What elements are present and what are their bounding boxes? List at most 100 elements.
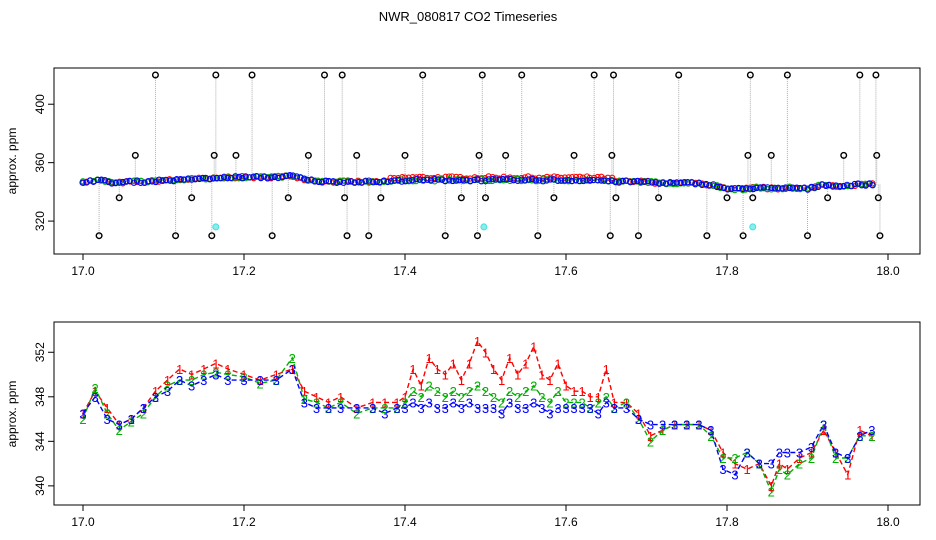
outlier-point (550, 194, 558, 202)
outlier-point (518, 71, 526, 79)
baseline-point-series-3 (703, 180, 710, 188)
outlier-point (321, 71, 329, 79)
series-point-1: 1 (808, 445, 815, 460)
baseline-point-series-3 (532, 177, 539, 184)
series-point-1: 1 (91, 384, 98, 399)
bottom-y-tick-label: 340 (33, 476, 47, 496)
series-point-3: 3 (240, 373, 247, 388)
baseline-point-series-3 (724, 186, 731, 193)
baseline-point-series-3 (209, 175, 217, 182)
series-point-3: 3 (868, 423, 875, 438)
outlier-point (365, 232, 373, 240)
baseline-point-series-3 (547, 176, 554, 183)
baseline-point-series-3 (706, 182, 713, 189)
baseline-point-series-3 (819, 181, 826, 188)
baseline-point-series-3 (779, 185, 786, 192)
baseline-point-series-3 (688, 179, 696, 186)
series-point-3: 3 (369, 401, 376, 416)
series-point-1: 1 (301, 384, 308, 399)
outlier-point (873, 151, 881, 159)
baseline-point-series-2 (398, 176, 406, 183)
series-point-3: 3 (434, 401, 441, 416)
baseline-point-series-3 (413, 175, 420, 183)
outlier-point (208, 232, 216, 240)
outlier-point (131, 151, 139, 159)
baseline-point-series-3 (145, 178, 152, 185)
baseline-point-series-3 (586, 176, 594, 184)
series-point-1: 1 (784, 462, 791, 477)
baseline-point-series-3 (336, 178, 344, 186)
series-point-2: 2 (695, 418, 702, 433)
outlier-point (840, 151, 848, 159)
baseline-point-series-3 (116, 179, 123, 186)
baseline-point-series-3 (180, 176, 188, 183)
baseline-point-series-3 (720, 184, 728, 192)
baseline-point-series-3 (507, 175, 514, 183)
series-point-2: 2 (671, 418, 678, 433)
series-point-2: 2 (212, 365, 219, 380)
baseline-point-series-3 (271, 173, 278, 181)
series-point-1: 1 (313, 390, 320, 405)
series-point-1: 1 (79, 407, 86, 422)
series-point-1: 1 (369, 395, 376, 410)
series-point-1: 1 (164, 373, 171, 388)
series-point-2: 2 (522, 384, 529, 399)
series-point-2: 2 (409, 384, 416, 399)
series-point-2: 2 (587, 401, 594, 416)
series-point-3: 3 (623, 401, 630, 416)
baseline-point-series-3 (387, 178, 395, 185)
series-point-3: 3 (671, 418, 678, 433)
series-point-1: 1 (683, 418, 690, 433)
outlier-point (872, 71, 880, 79)
baseline-point-series-3 (529, 175, 536, 183)
baseline-point-series-3 (641, 178, 648, 185)
series-point-1: 1 (325, 395, 332, 410)
baseline-point-series-3 (431, 175, 438, 183)
outlier-point (419, 71, 427, 79)
series-point-1: 1 (856, 423, 863, 438)
baseline-point-series-3 (662, 180, 670, 187)
baseline-point-series-3 (659, 179, 666, 186)
baseline-point-series-3 (731, 185, 738, 192)
baseline-point-series-3 (119, 178, 127, 186)
series-point-2: 2 (514, 390, 521, 405)
baseline-point-series-3 (684, 179, 691, 186)
outlier-point (749, 194, 757, 202)
baseline-point-series-3 (652, 179, 659, 186)
series-point-2: 2 (578, 395, 585, 410)
series-point-2: 2 (808, 451, 815, 466)
baseline-point-series-3 (869, 182, 876, 189)
outlier-point (151, 71, 159, 79)
series-point-2: 2 (820, 418, 827, 433)
outlier-point (703, 232, 711, 240)
series-point-2: 2 (744, 445, 751, 460)
series-point-2: 2 (176, 373, 183, 388)
baseline-point-series-3 (750, 185, 757, 193)
series-point-1: 1 (844, 468, 851, 483)
baseline-point-series-3 (482, 178, 489, 185)
baseline-point-series-3 (289, 172, 297, 179)
plot-frame-bottom (53, 321, 921, 506)
outlier-point (590, 71, 598, 79)
baseline-point-series-3 (561, 177, 569, 184)
baseline-point-series-3 (311, 178, 318, 185)
baseline-point-series-3 (318, 178, 326, 186)
series-point-3: 3 (635, 412, 642, 427)
series-point-2: 2 (623, 395, 630, 410)
baseline-point-series-3 (322, 177, 330, 184)
series-point-2: 2 (353, 407, 360, 422)
series-point-3: 3 (498, 407, 505, 422)
baseline-point-series-3 (775, 184, 782, 191)
baseline-point-series-3 (673, 179, 680, 186)
baseline-point-series-3 (242, 173, 249, 180)
baseline-point-series-3 (224, 175, 231, 182)
baseline-point-series-3 (196, 175, 203, 183)
series-point-3: 3 (426, 395, 433, 410)
baseline-point-series-3 (199, 174, 207, 182)
baseline-point-series-3 (832, 182, 840, 189)
baseline-point-series-3 (510, 177, 517, 184)
series-point-2: 2 (719, 451, 726, 466)
outlier-point (856, 71, 864, 79)
baseline-point-series-3 (293, 173, 301, 180)
series-point-2: 2 (301, 392, 308, 407)
